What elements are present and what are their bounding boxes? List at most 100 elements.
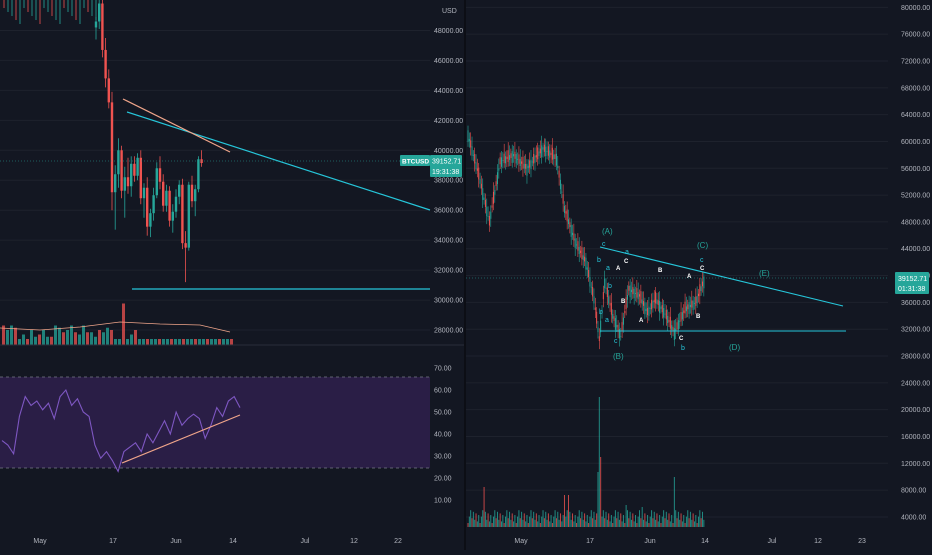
candle-body — [533, 153, 535, 164]
left-price-axis[interactable]: 48000.00 46000.00 44000.00 42000.00 40000.00… — [434, 28, 463, 335]
volume-bar — [637, 516, 639, 527]
right-resistance-trendline[interactable] — [599, 246, 844, 307]
candle-body — [482, 188, 484, 200]
right-candles[interactable] — [467, 125, 705, 350]
rsi-line[interactable] — [1, 388, 241, 473]
candle-body — [689, 304, 691, 308]
rsi-trendline[interactable] — [121, 414, 241, 464]
price-tick: 32000.00 — [434, 268, 463, 275]
volume-bar — [667, 519, 669, 527]
candle-body — [647, 308, 649, 316]
volume-bar — [545, 511, 547, 527]
candle-body — [671, 325, 673, 330]
candle-body — [605, 287, 607, 289]
candle-body — [676, 322, 678, 330]
volume-bar — [46, 336, 49, 345]
volume-bar — [645, 521, 647, 527]
candle-body — [104, 49, 107, 79]
volume-bar — [471, 518, 473, 527]
layout-divider[interactable] — [464, 0, 466, 550]
left-candles[interactable] — [3, 0, 203, 283]
candle-body — [584, 256, 586, 262]
currency-label: USD — [442, 8, 457, 15]
candle-body — [546, 151, 548, 152]
candle-body — [687, 304, 689, 310]
candle-body — [549, 150, 551, 158]
volume-bar — [206, 339, 209, 345]
volume-bar — [550, 515, 552, 527]
right-price-grid — [466, 6, 888, 518]
candle-body — [613, 316, 615, 321]
candle-body — [537, 147, 539, 160]
volume-bar — [692, 513, 694, 527]
last-price-value: 39152.71 — [432, 159, 461, 166]
candle-body — [120, 150, 123, 191]
candle-body — [490, 211, 492, 219]
volume-bar — [675, 510, 677, 527]
symbol-tag: BTCUSD — [402, 159, 429, 166]
volume-bar — [483, 487, 485, 527]
candle-body — [194, 189, 197, 202]
candle-body — [501, 157, 502, 167]
resistance-trendline[interactable] — [126, 111, 431, 211]
right-drawings[interactable] — [466, 246, 888, 332]
volume-bar — [557, 511, 559, 527]
volume-bar — [653, 511, 655, 527]
volume-bar — [580, 518, 582, 527]
candle-body — [136, 157, 139, 176]
price-tick: 38000.00 — [434, 178, 463, 185]
candle-body — [592, 286, 594, 297]
right-time-axis[interactable]: May 17 Jun 14 Jul 12 23 — [514, 538, 866, 545]
volume-bar — [683, 515, 685, 527]
candle-body — [117, 150, 120, 175]
volume-bar — [472, 511, 474, 527]
volume-bar — [577, 516, 579, 527]
candle-body — [635, 293, 636, 294]
volume-bar — [502, 515, 504, 527]
left-time-axis[interactable]: May 17 Jun 14 Jul 12 22 — [33, 538, 402, 545]
candle-body — [693, 303, 695, 305]
volume-bar — [561, 521, 563, 527]
candle-body — [692, 300, 694, 310]
volume-bar — [6, 330, 9, 345]
candle-body — [197, 159, 200, 190]
price-tick: 42000.00 — [434, 118, 463, 125]
candle-body — [577, 241, 579, 251]
volume-bar — [600, 457, 602, 527]
price-tick: 36000.00 — [434, 208, 463, 215]
volume-bar — [226, 339, 229, 345]
time-label: 17 — [586, 538, 594, 545]
volume-bar — [612, 523, 614, 527]
candle-body — [601, 309, 603, 313]
candle-body — [503, 153, 505, 164]
candle-body — [640, 291, 642, 303]
wave-label: (B) — [613, 352, 624, 361]
candle-body — [146, 187, 149, 227]
volume-bar — [657, 521, 659, 527]
volume-bar — [34, 336, 37, 345]
candle-body — [510, 153, 512, 158]
left-drawings[interactable] — [0, 98, 431, 290]
price-tick: 28000.00 — [901, 354, 930, 361]
volume-bar — [602, 510, 604, 527]
candle-body — [514, 151, 516, 159]
candle-body — [494, 189, 496, 195]
volume-bar — [649, 516, 651, 527]
candle-body — [559, 179, 561, 190]
candle-body — [673, 328, 675, 340]
price-tick: 80000.00 — [901, 5, 930, 12]
candle-body — [643, 301, 645, 306]
volume-bar — [643, 519, 645, 527]
candle-body — [471, 146, 473, 156]
volume-bar — [697, 516, 699, 527]
volume-bar — [468, 516, 470, 527]
right-price-axis[interactable]: 80000.00 76000.00 72000.00 68000.00 64000.00… — [901, 5, 930, 522]
candle-body — [606, 287, 608, 297]
volume-bar — [478, 515, 480, 527]
volume-bar — [515, 523, 517, 527]
right-countdown: 01:31:38 — [898, 286, 925, 293]
wedge-trendline[interactable] — [122, 98, 231, 153]
rsi-axis[interactable]: 70.00 60.00 50.00 40.00 30.00 20.00 10.00 — [434, 366, 452, 505]
